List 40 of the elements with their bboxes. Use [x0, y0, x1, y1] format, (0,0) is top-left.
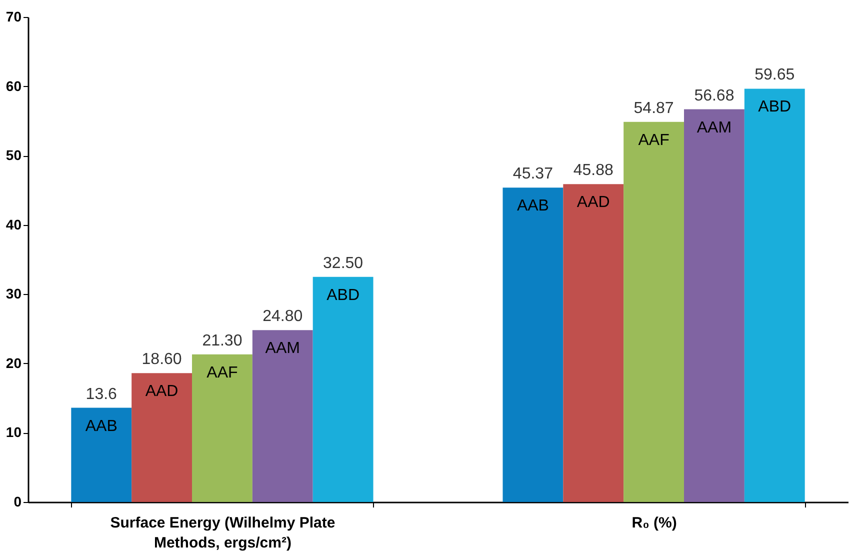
y-tick-label: 40 — [6, 216, 22, 232]
text: AAB — [516, 198, 549, 215]
series-label: AAF — [206, 364, 238, 382]
bar — [252, 330, 313, 502]
text: AAM — [696, 119, 732, 136]
y-tick-label: 10 — [6, 424, 22, 440]
bar — [71, 408, 132, 502]
series-label: AAD — [145, 383, 178, 400]
y-tick-label: 30 — [6, 286, 22, 302]
bar — [502, 188, 564, 502]
series-label: ABD — [326, 286, 360, 304]
data-label: 56.68 — [694, 87, 734, 104]
y-tick-label: 60 — [6, 78, 22, 94]
y-tick-label: 20 — [6, 354, 22, 371]
text: AAD — [576, 194, 610, 212]
bar — [312, 276, 374, 502]
data-label: 13.6 — [86, 386, 118, 403]
series-label: AAM — [265, 340, 300, 358]
bar — [132, 373, 192, 502]
data-label: 32.50 — [323, 254, 364, 272]
y-tick-label: 0 — [14, 494, 22, 510]
data-label: 59.65 — [754, 66, 795, 84]
x-tick-label: R₀ (%) — [632, 514, 677, 532]
x-tick-label: Surface Energy (Wilhelmy Plate Methods, ergs/cm²) — [110, 514, 336, 552]
text: ABD — [758, 98, 792, 116]
data-label: 24.80 — [262, 308, 303, 326]
bar — [563, 184, 624, 502]
data-label: 18.60 — [142, 351, 182, 368]
bar — [744, 88, 805, 502]
y-tick-label: 50 — [6, 147, 22, 164]
data-label: 45.37 — [512, 166, 554, 183]
bar — [684, 109, 744, 502]
data-label: 45.88 — [573, 162, 614, 180]
text: AAF — [638, 132, 670, 149]
data-label: 54.87 — [634, 100, 674, 117]
data-label: 21.30 — [202, 332, 242, 350]
y-tick-label: 70 — [6, 8, 22, 24]
bar — [192, 354, 252, 502]
bar — [624, 122, 684, 502]
series-label: AAB — [85, 418, 118, 435]
